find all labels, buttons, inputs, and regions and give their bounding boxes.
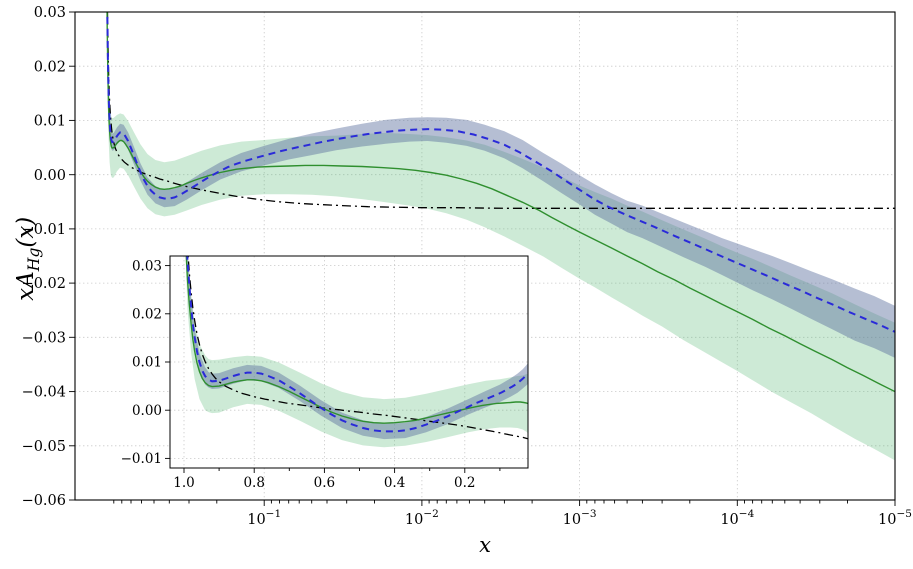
curves [106,12,895,461]
inset-x-tick-label: 0.2 [454,475,475,491]
y-axis-label: xAHg(x) [13,179,43,339]
x-tick-label: 10−2 [405,508,439,528]
y-axis-label-sub: Hg [23,247,43,272]
black-dashdot-line [106,12,895,209]
x-tick-label: 10−4 [720,508,754,528]
blue-dashed-line [186,256,528,433]
inset-x-tick-label: 1.0 [173,475,194,491]
inset-x-tick-label: 0.4 [384,475,405,491]
y-tick-label: −0.05 [22,439,66,455]
y-axis-label-post: (x) [13,216,40,248]
y-tick-label: −0.04 [22,385,66,401]
y-axis-label-pre: xA [13,271,40,301]
inset-y-tick-label: 0.02 [132,307,162,323]
y-tick-label: 0.01 [34,113,66,129]
inset-plot: 0.03 0.02 0.01 0.00 −0.01 1.0 0.8 0.6 0.4 0.2 [121,255,529,491]
main-ticks [69,11,896,506]
x-tick-label: 10−3 [563,508,597,528]
inset-background [170,256,528,468]
y-tick-label: 0.03 [34,5,66,21]
inset-x-tick-label: 0.8 [243,475,264,491]
inset-y-tick-label: 0.00 [132,403,162,419]
y-tick-label: −0.06 [22,493,66,509]
x-tick-label: 10−5 [878,508,912,528]
y-tick-label: 0.00 [34,168,66,184]
inset-tick-labels: 0.03 0.02 0.01 0.00 −0.01 1.0 0.8 0.6 0.4 0.2 [121,258,476,491]
y-tick-label: −0.02 [22,276,66,292]
inset-x-tick-label: 0.6 [314,475,335,491]
y-tick-label: −0.03 [22,330,66,346]
inset-y-tick-label: 0.03 [132,258,162,274]
x-tick-label: 10−1 [247,508,281,528]
main-tick-labels: 0.03 0.02 0.01 0.00 −0.01 −0.02 −0.03 −0.04 −0.0… [22,5,912,528]
green-solid-line [106,12,895,393]
grid [170,256,528,468]
curves [185,256,528,448]
green-solid-uncertainty-band [185,256,528,448]
blue-dashed-line [106,12,895,333]
inset-ticks [165,265,501,473]
x-axis-label: x [479,533,491,557]
inset-y-tick-label: 0.01 [132,355,162,371]
inset-y-tick-label: −0.01 [121,451,162,467]
green-solid-line [185,256,528,424]
green-solid-uncertainty-band [106,12,895,461]
y-tick-label: 0.02 [34,59,66,75]
y-tick-label: −0.01 [22,222,66,238]
